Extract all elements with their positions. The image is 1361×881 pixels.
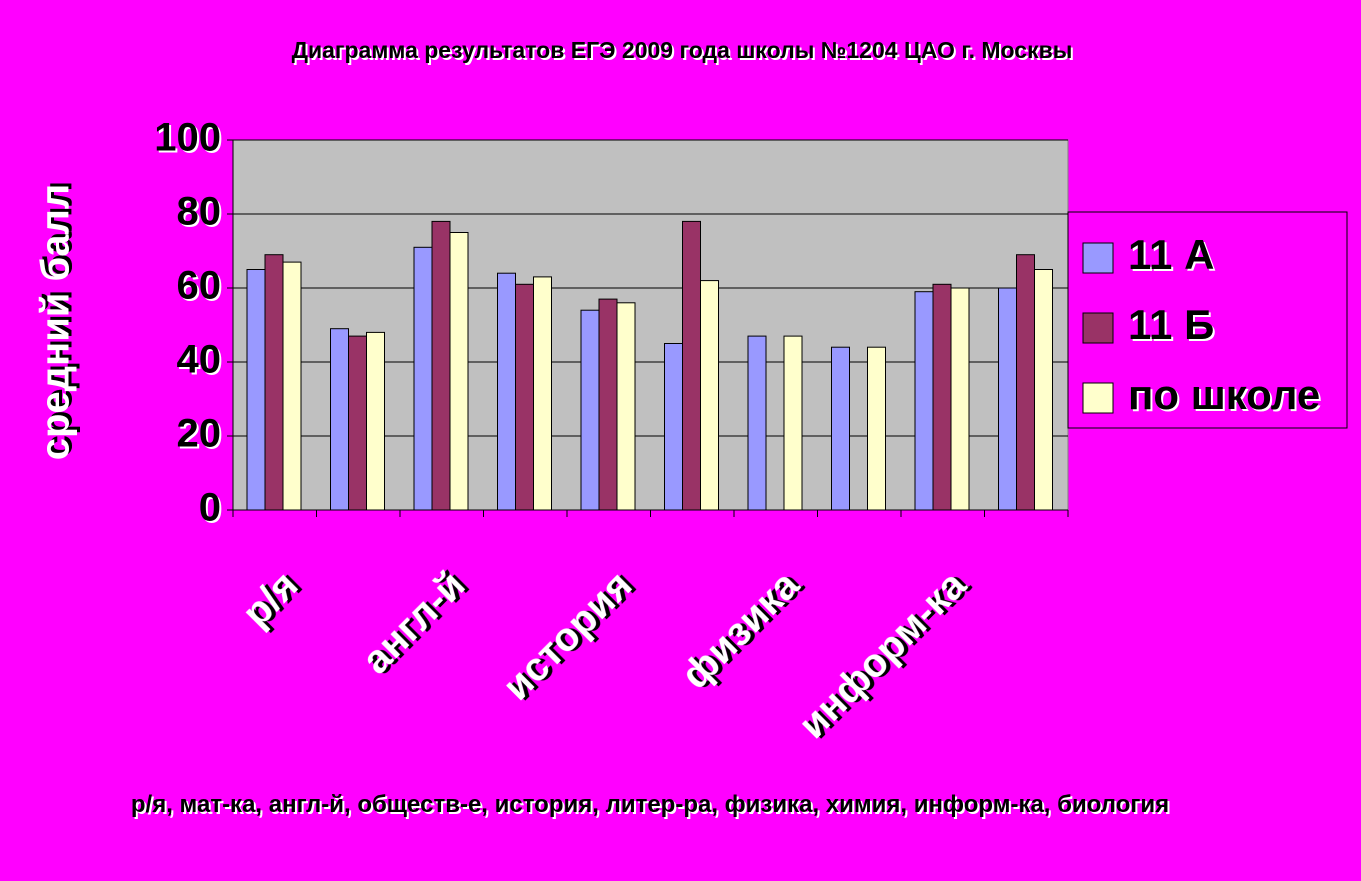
bar [783,335,803,511]
bar [831,346,850,511]
bar [264,254,284,511]
bar [1034,269,1053,511]
x-tick-label: р/я [234,563,307,636]
legend-label: 11 Б [1128,301,1214,348]
legend-label: 11 А [1128,231,1214,278]
y-tick-label: 20 [177,412,222,456]
bar [330,328,349,511]
bar [580,309,600,511]
legend-swatch [1082,242,1114,274]
bar [515,283,534,511]
y-tick-label: 80 [177,190,222,234]
bar [616,302,636,511]
legend-label: по школе [1128,371,1320,418]
chart-title: Диаграмма результатов ЕГЭ 2009 года школ… [292,37,1073,63]
legend-swatch [1082,382,1114,414]
bar [366,331,385,511]
x-tick-label: история [494,563,640,709]
bar [747,335,767,511]
x-tick-label: англ-й [354,563,474,683]
bar [413,246,433,511]
bar [1016,254,1035,511]
y-tick-label: 100 [154,116,221,160]
bar [700,280,719,511]
bar [664,343,683,511]
bar [932,283,952,511]
x-axis-title: р/я, мат-ка, англ-й, обществ-е, история,… [130,791,1170,818]
x-tick-label: физика [673,562,808,697]
y-tick-label: 60 [177,264,222,308]
bar [348,335,367,511]
bar [431,220,451,511]
bar [682,220,701,511]
bar [497,272,516,511]
y-tick-label: 40 [177,338,222,382]
bar [533,276,552,511]
bar [867,346,886,511]
bar [998,287,1017,511]
bar [282,261,302,511]
bar [598,298,618,511]
bar [246,269,266,511]
x-tick-label: информ-ка [790,562,975,747]
legend-box [1067,211,1348,429]
bar [950,287,970,511]
legend-swatch [1082,312,1114,344]
bar [914,291,934,511]
y-axis-title: средний балл [34,184,78,461]
bar [449,232,469,511]
y-tick-label: 0 [199,486,221,530]
